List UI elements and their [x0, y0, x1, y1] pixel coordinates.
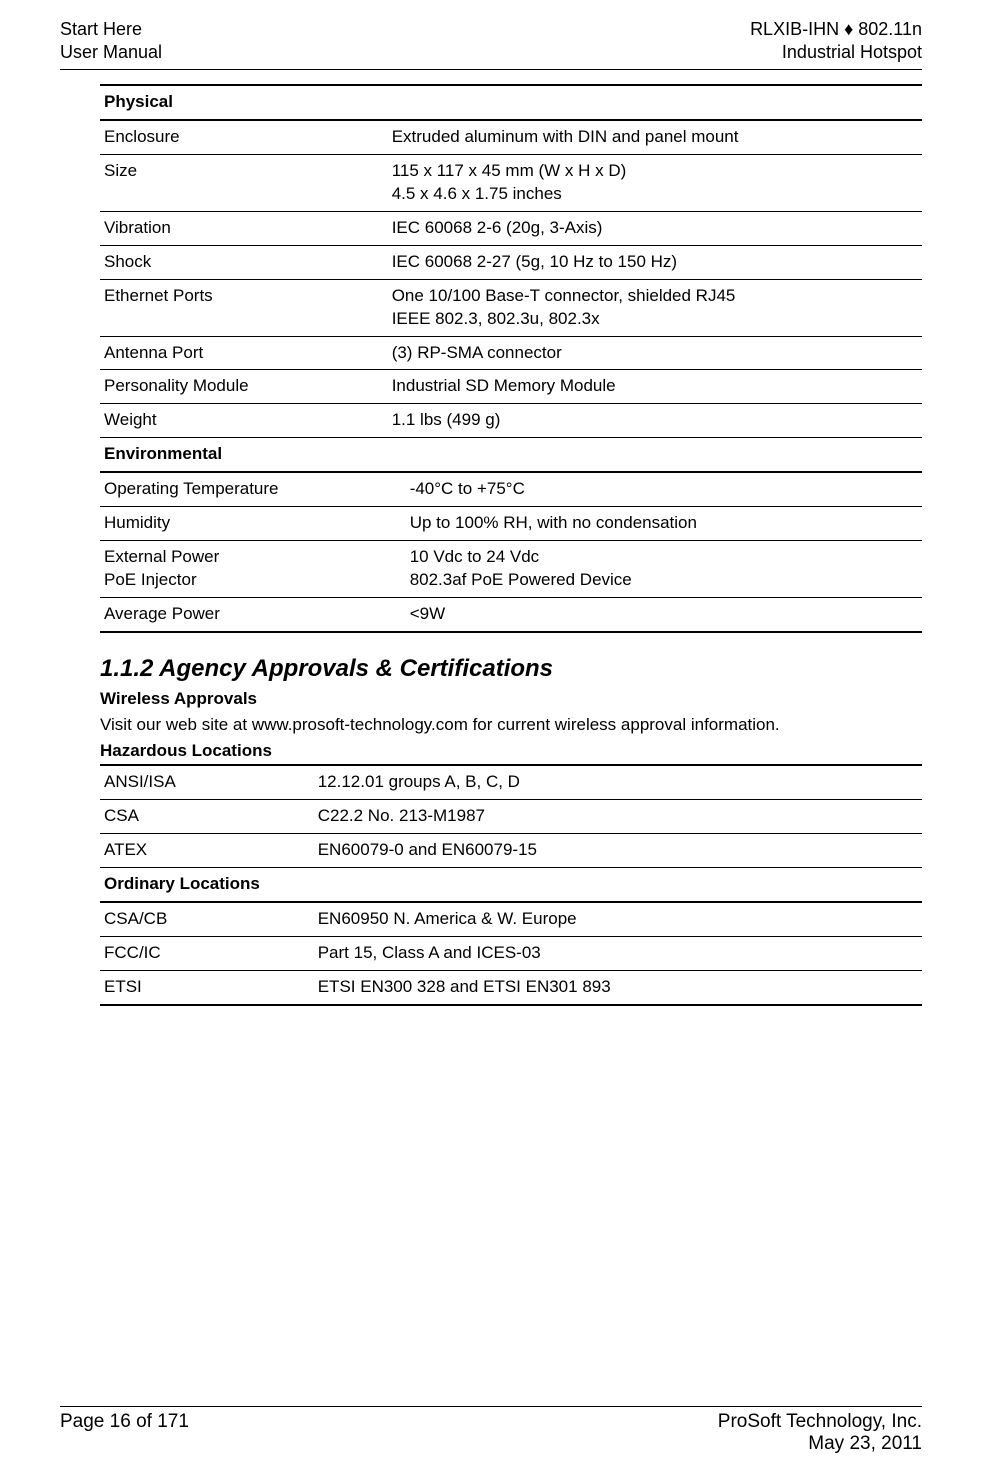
spec-label: CSA: [100, 800, 314, 834]
footer-row: Page 16 of 171 ProSoft Technology, Inc. …: [60, 1411, 922, 1455]
spec-value: -40°C to +75°C: [388, 472, 922, 506]
spec-label: CSA/CB: [100, 902, 314, 936]
header-left-line2: User Manual: [60, 41, 162, 64]
table-row: ETSI ETSI EN300 328 and ETSI EN301 893: [100, 970, 922, 1004]
spec-label: Humidity: [100, 507, 388, 541]
spec-label: Size: [100, 154, 388, 211]
header-right-line1: RLXIB-IHN ♦ 802.11n: [750, 18, 922, 41]
spec-label: ANSI/ISA: [100, 765, 314, 799]
page-header: Start Here User Manual RLXIB-IHN ♦ 802.1…: [60, 18, 922, 63]
table-row: Ethernet Ports One 10/100 Base-T connect…: [100, 279, 922, 336]
wireless-approvals-heading: Wireless Approvals: [100, 687, 922, 711]
header-right: RLXIB-IHN ♦ 802.11n Industrial Hotspot: [750, 18, 922, 63]
table-row: Antenna Port (3) RP-SMA connector: [100, 336, 922, 370]
spec-value: EN60079-0 and EN60079-15: [314, 834, 922, 868]
spec-label: Vibration: [100, 211, 388, 245]
spec-value: IEC 60068 2-6 (20g, 3-Axis): [388, 211, 922, 245]
spec-value: 115 x 117 x 45 mm (W x H x D)4.5 x 4.6 x…: [388, 154, 922, 211]
spec-label: Enclosure: [100, 120, 388, 154]
spec-label: Operating Temperature: [100, 472, 388, 506]
spec-value: IEC 60068 2-27 (5g, 10 Hz to 150 Hz): [388, 245, 922, 279]
physical-table: Physical Enclosure Extruded aluminum wit…: [100, 84, 922, 633]
table-row: ATEX EN60079-0 and EN60079-15: [100, 834, 922, 868]
header-rule: [60, 69, 922, 70]
spec-value: Extruded aluminum with DIN and panel mou…: [388, 120, 922, 154]
spec-label: FCC/IC: [100, 937, 314, 971]
spec-value: One 10/100 Base-T connector, shielded RJ…: [388, 279, 922, 336]
spec-label: Antenna Port: [100, 336, 388, 370]
empty-cell: [388, 85, 922, 120]
table-row: Average Power <9W: [100, 598, 922, 632]
spec-label: Shock: [100, 245, 388, 279]
spec-value: (3) RP-SMA connector: [388, 336, 922, 370]
environmental-section-label: Environmental: [100, 438, 388, 472]
empty-cell: [314, 868, 922, 902]
page-footer: Page 16 of 171 ProSoft Technology, Inc. …: [60, 1398, 922, 1455]
hazloc-heading: Hazardous Locations: [100, 739, 922, 763]
table-row: Shock IEC 60068 2-27 (5g, 10 Hz to 150 H…: [100, 245, 922, 279]
spec-value: Up to 100% RH, with no condensation: [388, 507, 922, 541]
spec-value: ETSI EN300 328 and ETSI EN301 893: [314, 970, 922, 1004]
spec-value: Industrial SD Memory Module: [388, 370, 922, 404]
header-left: Start Here User Manual: [60, 18, 162, 63]
spec-value: EN60950 N. America & W. Europe: [314, 902, 922, 936]
footer-rule: [60, 1406, 922, 1407]
spec-label: External PowerPoE Injector: [100, 541, 388, 598]
header-right-line2: Industrial Hotspot: [750, 41, 922, 64]
page: Start Here User Manual RLXIB-IHN ♦ 802.1…: [0, 0, 982, 1469]
table-row: CSA C22.2 No. 213-M1987: [100, 800, 922, 834]
footer-company: ProSoft Technology, Inc.: [718, 1411, 922, 1433]
spec-value: 10 Vdc to 24 Vdc802.3af PoE Powered Devi…: [388, 541, 922, 598]
footer-page-number: Page 16 of 171: [60, 1411, 189, 1455]
spec-label: Average Power: [100, 598, 388, 632]
table-row: Enclosure Extruded aluminum with DIN and…: [100, 120, 922, 154]
table-row: Personality Module Industrial SD Memory …: [100, 370, 922, 404]
table-row: Size 115 x 117 x 45 mm (W x H x D)4.5 x …: [100, 154, 922, 211]
content: Physical Enclosure Extruded aluminum wit…: [100, 84, 922, 1006]
spec-label: Personality Module: [100, 370, 388, 404]
spec-value: C22.2 No. 213-M1987: [314, 800, 922, 834]
physical-section-label: Physical: [100, 85, 388, 120]
header-left-line1: Start Here: [60, 18, 162, 41]
empty-cell: [388, 438, 922, 472]
spec-label: Ethernet Ports: [100, 279, 388, 336]
table-row: CSA/CB EN60950 N. America & W. Europe: [100, 902, 922, 936]
spec-label: ATEX: [100, 834, 314, 868]
footer-right: ProSoft Technology, Inc. May 23, 2011: [718, 1411, 922, 1455]
table-row: Weight 1.1 lbs (499 g): [100, 404, 922, 438]
ordinary-locations-label: Ordinary Locations: [100, 868, 314, 902]
spec-value: Part 15, Class A and ICES-03: [314, 937, 922, 971]
table-row: ANSI/ISA 12.12.01 groups A, B, C, D: [100, 765, 922, 799]
table-row: External PowerPoE Injector 10 Vdc to 24 …: [100, 541, 922, 598]
spec-value: 1.1 lbs (499 g): [388, 404, 922, 438]
spec-label: Weight: [100, 404, 388, 438]
spec-value: <9W: [388, 598, 922, 632]
section-title: 1.1.2 Agency Approvals & Certifications: [100, 655, 922, 683]
wireless-approvals-text: Visit our web site at www.prosoft-techno…: [100, 713, 922, 737]
table-row: Operating Temperature -40°C to +75°C: [100, 472, 922, 506]
approvals-table: ANSI/ISA 12.12.01 groups A, B, C, D CSA …: [100, 764, 922, 1006]
spec-label: ETSI: [100, 970, 314, 1004]
footer-date: May 23, 2011: [718, 1433, 922, 1455]
table-row: Humidity Up to 100% RH, with no condensa…: [100, 507, 922, 541]
table-row: FCC/IC Part 15, Class A and ICES-03: [100, 937, 922, 971]
spec-value: 12.12.01 groups A, B, C, D: [314, 765, 922, 799]
table-row: Vibration IEC 60068 2-6 (20g, 3-Axis): [100, 211, 922, 245]
